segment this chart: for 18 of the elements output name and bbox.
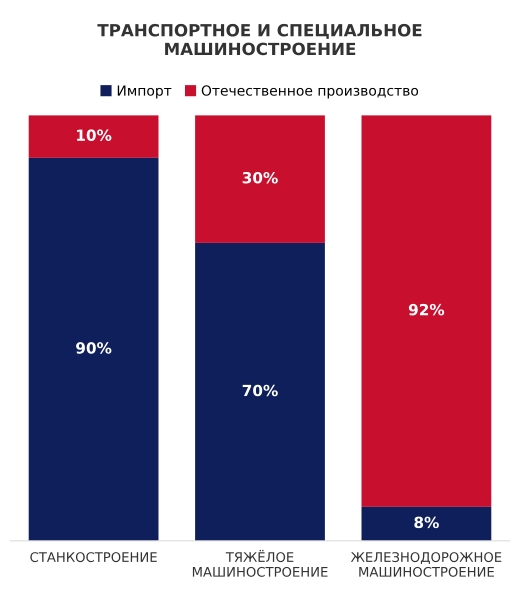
- legend-label: Отечественное производство: [202, 85, 418, 98]
- data-label: 10%: [77, 129, 112, 141]
- bar: [28, 158, 158, 541]
- x-tick-label: ЖЕЛЕЗНОДОРОЖНОЕ МАШИНОСТРОЕНИЕ: [350, 552, 502, 577]
- data-label: 92%: [408, 304, 444, 316]
- data-label: 70%: [242, 384, 278, 396]
- chart-title: ТРАНСПОРТНОЕ И СПЕЦИАЛЬНОЕ МАШИНОСТРОЕНИЕ: [97, 24, 422, 56]
- data-label: 8%: [414, 516, 439, 528]
- bar: [362, 506, 492, 541]
- bar: [28, 115, 158, 158]
- data-label: 90%: [76, 342, 112, 354]
- bar: [362, 115, 492, 507]
- data-label: 30%: [242, 172, 278, 184]
- legend-label: Импорт: [118, 85, 172, 98]
- x-tick-label: СТАНКОСТРОЕНИЕ: [30, 552, 157, 562]
- x-tick-label: ТЯЖЁЛОЕ МАШИНОСТРОЕНИЕ: [192, 550, 328, 577]
- bar: [195, 242, 325, 541]
- bar: [195, 115, 325, 243]
